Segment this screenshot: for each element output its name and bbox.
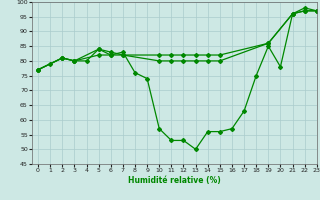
X-axis label: Humidité relative (%): Humidité relative (%) (128, 176, 221, 185)
